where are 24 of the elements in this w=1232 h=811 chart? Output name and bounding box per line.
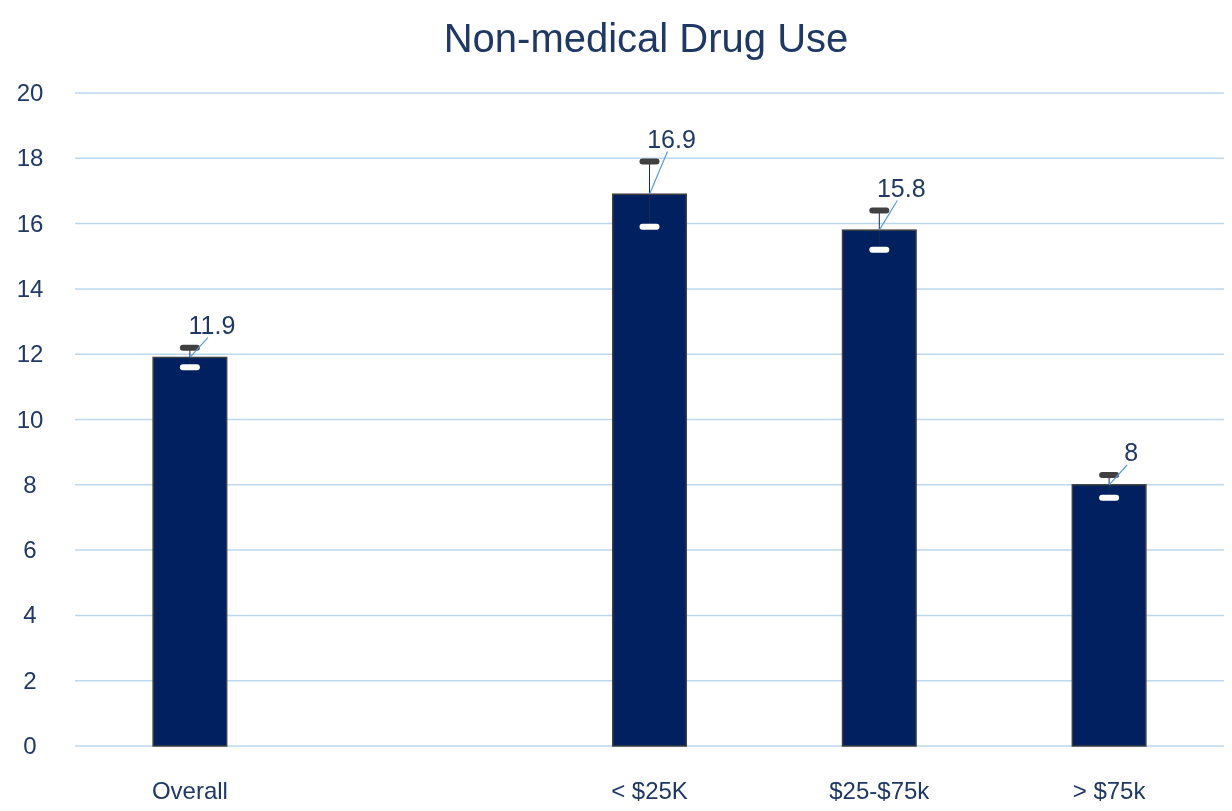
x-tick-label: Overall [151,777,228,804]
chart-title: Non-medical Drug Use [443,16,849,60]
y-tick-label: 0 [23,732,37,759]
data-label: 11.9 [188,310,236,339]
y-tick-label: 20 [16,79,44,106]
y-tick-label: 10 [16,405,44,433]
y-tick-label: 6 [23,536,37,564]
bar [152,356,228,747]
y-tick-label: 8 [23,470,37,498]
x-tick-label: < $25K [611,777,688,804]
data-label: 8 [1124,438,1139,467]
bar [611,193,688,747]
x-tick-label: $25-$75k [829,777,931,804]
y-tick-label: 12 [16,340,44,368]
data-label: 16.9 [647,124,696,153]
bar [841,229,917,747]
x-tick-label: > $75k [1072,777,1147,804]
data-label: 15.8 [876,173,926,202]
y-tick-label: 18 [16,144,44,172]
bar [1071,484,1147,747]
y-tick-label: 2 [23,666,37,694]
y-tick-label: 14 [16,274,44,302]
y-tick-label: 4 [23,601,37,629]
y-tick-label: 16 [16,209,44,237]
